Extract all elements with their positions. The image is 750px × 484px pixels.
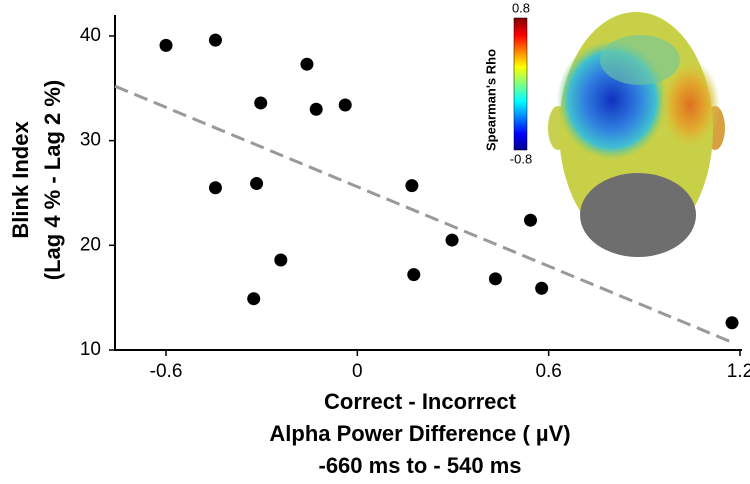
y-tick-label: 10 [80, 339, 101, 360]
point [208, 181, 222, 195]
point [488, 272, 502, 286]
point [274, 253, 288, 267]
y-tick-label: 20 [80, 234, 101, 255]
x-tick-label: 1.2 [727, 361, 750, 382]
colorbar-tick-label: -0.8 [510, 151, 532, 166]
point [250, 177, 264, 191]
point [445, 233, 459, 247]
colorbar [513, 17, 528, 151]
colorbar-tick-label: 0.8 [512, 0, 530, 15]
point [300, 57, 314, 71]
colorbar-label: Spearman's Rho [483, 49, 498, 151]
point [405, 179, 419, 193]
x-tick-label: 0.6 [535, 361, 561, 382]
point [535, 281, 549, 295]
head-topography [548, 12, 725, 257]
point [159, 38, 173, 52]
point [725, 316, 739, 330]
point [523, 213, 537, 227]
x-axis-label: Correct - Incorrect [324, 389, 517, 414]
y-axis-label: (Lag 4 % - Lag 2 %) [40, 80, 65, 280]
x-axis-label: Alpha Power Difference ( µV) [269, 421, 570, 446]
x-axis-label: -660 ms to - 540 ms [319, 453, 522, 478]
point [247, 292, 261, 306]
x-tick-label: 0 [352, 361, 363, 382]
y-axis-label: Blink Index [8, 121, 33, 239]
point [208, 33, 222, 47]
point [407, 268, 421, 282]
point [338, 98, 352, 112]
y-tick-label: 40 [80, 25, 101, 46]
x-tick-label: -0.6 [150, 361, 183, 382]
point [309, 102, 323, 116]
y-tick-label: 30 [80, 130, 101, 151]
point [254, 96, 268, 110]
fit-line [114, 84, 732, 344]
